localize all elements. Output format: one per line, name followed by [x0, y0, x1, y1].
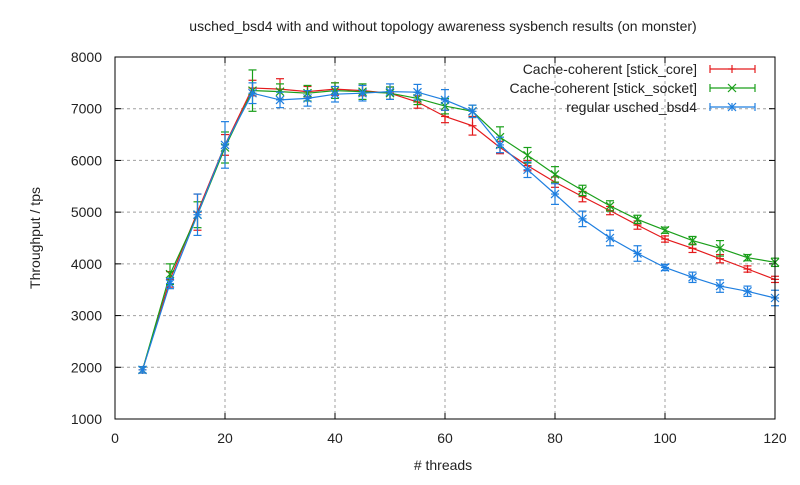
legend-label: Cache-coherent [stick_core]	[523, 61, 697, 77]
data-point	[440, 95, 450, 105]
data-point	[605, 201, 615, 211]
data-point	[165, 279, 175, 288]
data-point	[550, 189, 560, 199]
series-1	[138, 69, 780, 375]
tick-label-y: 5000	[71, 204, 102, 220]
data-point	[578, 214, 587, 224]
data-point	[633, 249, 642, 258]
legend-marker	[727, 102, 737, 112]
tick-label-y: 7000	[71, 101, 102, 117]
data-point	[523, 165, 532, 175]
chart-title: usched_bsd4 with and without topology aw…	[189, 18, 696, 34]
legend-marker	[727, 83, 737, 93]
data-point	[165, 269, 175, 279]
data-point	[743, 253, 752, 263]
y-axis-label: Throughput / tps	[27, 187, 43, 289]
series-0	[138, 78, 779, 374]
tick-label-y: 6000	[71, 152, 102, 168]
data-point	[660, 225, 670, 235]
data-point	[578, 185, 587, 195]
data-point	[385, 87, 395, 97]
tick-label-x: 40	[327, 430, 343, 446]
data-point	[715, 281, 725, 291]
data-point	[275, 95, 285, 105]
legend-label: regular usched_bsd4	[566, 99, 697, 115]
data-point	[715, 243, 725, 253]
x-axis-label: # threads	[414, 457, 472, 473]
data-point	[523, 150, 532, 160]
data-point	[358, 88, 367, 98]
tick-label-x: 20	[217, 430, 233, 446]
data-point	[413, 87, 422, 97]
series-line	[141, 89, 776, 371]
legend: Cache-coherent [stick_core] Cache-coheren…	[509, 61, 756, 115]
series-group	[138, 69, 780, 375]
data-point	[605, 233, 615, 243]
series-line	[141, 90, 776, 371]
ticks: 1000 2000 3000 4000 5000 6000 7000 8000 0 20 40 60 8…	[71, 49, 787, 446]
data-point	[633, 214, 642, 224]
tick-label-x: 60	[437, 430, 453, 446]
tick-label-x: 80	[547, 430, 563, 446]
data-point	[193, 210, 202, 220]
tick-label-y: 8000	[71, 49, 102, 65]
legend-label: Cache-coherent [stick_socket]	[509, 80, 697, 96]
data-point	[138, 365, 147, 375]
tick-label-x: 0	[111, 430, 119, 446]
data-point	[303, 93, 312, 103]
tick-label-y: 4000	[71, 256, 102, 272]
data-point	[248, 88, 257, 98]
tick-label-y: 3000	[71, 308, 102, 324]
data-point	[468, 106, 477, 116]
data-point	[330, 89, 340, 99]
tick-label-y: 2000	[71, 359, 102, 375]
series-2	[138, 82, 780, 375]
data-point	[495, 140, 505, 150]
data-point	[550, 169, 560, 179]
data-point	[220, 140, 230, 150]
tick-label-x: 120	[763, 430, 787, 446]
data-point	[688, 236, 697, 246]
tick-label-x: 100	[653, 430, 677, 446]
data-point	[743, 286, 752, 296]
data-point	[688, 272, 697, 282]
data-point	[660, 263, 670, 272]
tick-label-y: 1000	[71, 411, 102, 427]
plot-frame	[114, 56, 776, 420]
series-line	[141, 87, 776, 371]
